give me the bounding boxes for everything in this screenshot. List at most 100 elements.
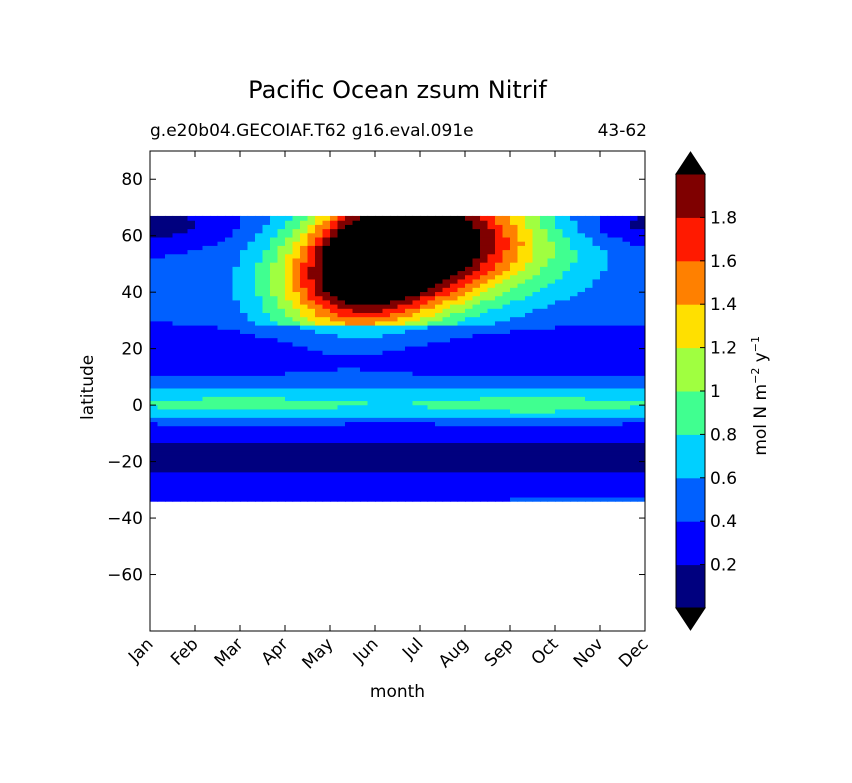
contour-cell bbox=[517, 358, 526, 364]
contour-cell bbox=[435, 446, 444, 452]
contour-cell bbox=[555, 329, 564, 334]
contour-cell bbox=[435, 295, 444, 301]
contour-cell bbox=[277, 400, 286, 406]
contour-cell bbox=[322, 454, 331, 460]
contour-cell bbox=[555, 304, 564, 309]
contour-cell bbox=[352, 471, 361, 477]
contour-cell bbox=[600, 241, 609, 246]
contour-cell bbox=[547, 245, 556, 251]
contour-cell bbox=[157, 408, 166, 414]
contour-cell bbox=[292, 371, 301, 376]
contour-cell bbox=[307, 392, 316, 397]
contour-cell bbox=[517, 442, 526, 448]
contour-cell bbox=[442, 496, 451, 502]
contour-cell bbox=[510, 241, 519, 246]
contour-cell bbox=[360, 262, 369, 267]
contour-cell bbox=[592, 316, 601, 322]
contour-cell bbox=[457, 417, 466, 423]
contour-cell bbox=[172, 379, 181, 385]
contour-cell bbox=[547, 266, 556, 272]
contour-cell bbox=[622, 241, 631, 246]
contour-cell bbox=[367, 350, 376, 355]
contour-cell bbox=[615, 220, 624, 225]
contour-cell bbox=[622, 345, 631, 351]
contour-cell bbox=[420, 484, 429, 490]
contour-cell bbox=[270, 387, 279, 393]
contour-cell bbox=[262, 379, 271, 385]
contour-cell bbox=[525, 463, 534, 469]
contour-cell bbox=[517, 324, 526, 330]
contour-cell bbox=[622, 366, 631, 372]
contour-cell bbox=[630, 442, 639, 448]
contour-cell bbox=[330, 228, 339, 234]
contour-cell bbox=[300, 413, 309, 418]
contour-cell bbox=[375, 236, 384, 242]
contour-cell bbox=[195, 446, 204, 452]
contour-cell bbox=[165, 434, 174, 439]
contour-cell bbox=[352, 459, 361, 464]
contour-cell bbox=[540, 387, 549, 393]
contour-cell bbox=[202, 484, 211, 490]
contour-cell bbox=[577, 375, 586, 381]
contour-cell bbox=[247, 400, 256, 406]
contour-cell bbox=[540, 232, 549, 238]
contour-cell bbox=[210, 262, 219, 267]
contour-cell bbox=[562, 429, 571, 435]
contour-cell bbox=[352, 299, 361, 305]
contour-cell bbox=[397, 408, 406, 414]
contour-cell bbox=[585, 379, 594, 385]
contour-cell bbox=[187, 220, 196, 225]
contour-cell bbox=[300, 434, 309, 439]
contour-cell bbox=[592, 253, 601, 259]
contour-cell bbox=[337, 396, 346, 402]
contour-cell bbox=[172, 387, 181, 393]
contour-cell bbox=[315, 488, 324, 494]
contour-cell bbox=[375, 295, 384, 301]
contour-cell bbox=[630, 496, 639, 502]
contour-cell bbox=[390, 224, 399, 230]
contour-cell bbox=[225, 387, 234, 393]
contour-cell bbox=[502, 350, 511, 355]
contour-cell bbox=[187, 283, 196, 288]
contour-cell bbox=[262, 253, 271, 259]
contour-cell bbox=[390, 450, 399, 456]
contour-cell bbox=[615, 262, 624, 267]
contour-cell bbox=[570, 291, 579, 297]
contour-cell bbox=[480, 379, 489, 385]
contour-cell bbox=[570, 295, 579, 301]
contour-cell bbox=[457, 224, 466, 230]
contour-cell bbox=[427, 475, 436, 481]
contour-cell bbox=[540, 291, 549, 297]
contour-cell bbox=[367, 492, 376, 498]
contour-cell bbox=[337, 442, 346, 448]
contour-cell bbox=[570, 488, 579, 494]
contour-cell bbox=[517, 467, 526, 473]
contour-cell bbox=[382, 236, 391, 242]
contour-cell bbox=[217, 425, 226, 431]
contour-cell bbox=[450, 253, 459, 259]
contour-cell bbox=[382, 274, 391, 280]
contour-cell bbox=[570, 450, 579, 456]
contour-cell bbox=[510, 379, 519, 385]
contour-cell bbox=[442, 446, 451, 452]
contour-cell bbox=[157, 471, 166, 477]
contour-cell bbox=[540, 375, 549, 381]
contour-cell bbox=[577, 471, 586, 477]
contour-cell bbox=[307, 496, 316, 502]
contour-cell bbox=[315, 257, 324, 263]
x-tick-label: Aug bbox=[435, 634, 473, 672]
contour-cell bbox=[225, 333, 234, 339]
contour-cell bbox=[570, 484, 579, 490]
contour-cell bbox=[187, 417, 196, 423]
contour-cell bbox=[150, 262, 159, 267]
contour-cell bbox=[480, 262, 489, 267]
contour-cell bbox=[330, 417, 339, 423]
contour-cell bbox=[307, 434, 316, 439]
contour-cell bbox=[240, 287, 249, 293]
contour-cell bbox=[465, 283, 474, 288]
contour-cell bbox=[405, 295, 414, 301]
contour-cell bbox=[292, 215, 301, 221]
contour-cell bbox=[330, 278, 339, 284]
contour-cell bbox=[247, 215, 256, 221]
contour-cell bbox=[382, 266, 391, 272]
